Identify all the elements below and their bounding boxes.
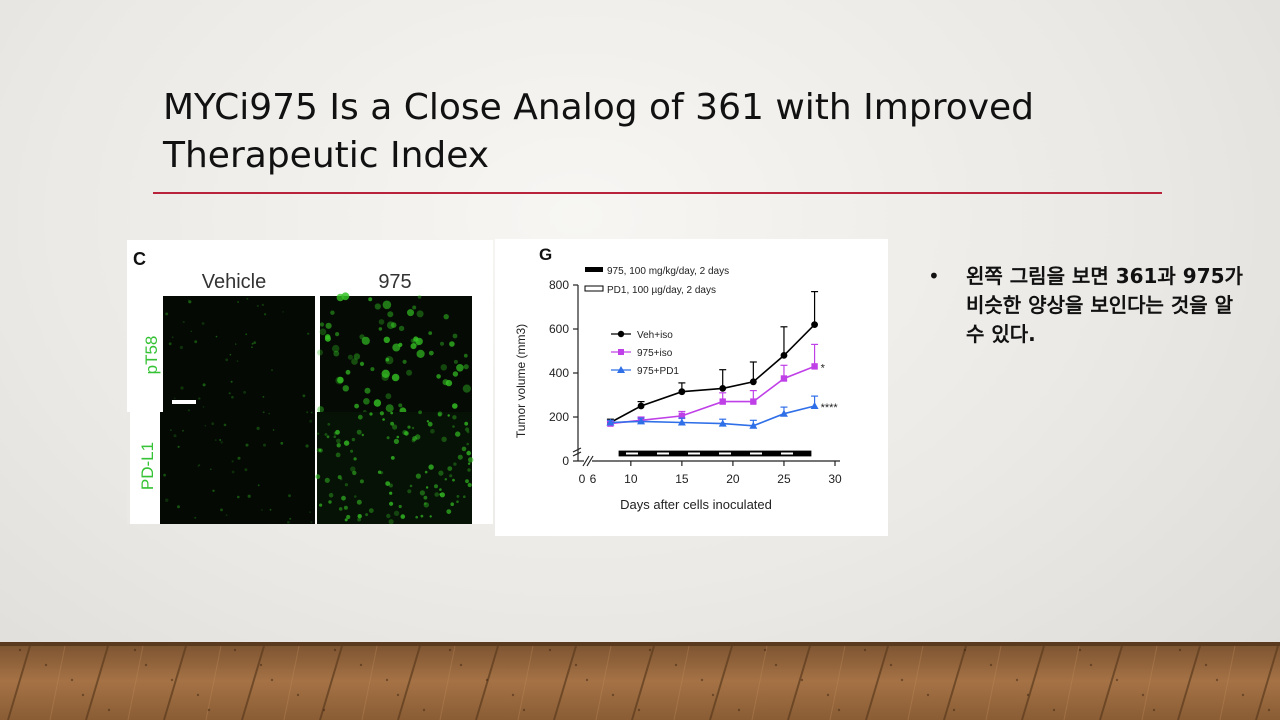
row-label-pt58: pT58 xyxy=(142,336,161,375)
series-975-pd1: **** xyxy=(606,395,839,429)
bullet-text: 왼쪽 그림을 보면 361과 975가 비슷한 양상을 보인다는 것을 알 수 … xyxy=(966,264,1243,346)
y-tick-label: 800 xyxy=(549,278,569,292)
micrograph-vehicle-pt58 xyxy=(163,296,315,412)
bullet-item: • 왼쪽 그림을 보면 361과 975가 비슷한 양상을 보인다는 것을 알 … xyxy=(928,262,1248,349)
legend-label-975-iso: 975+iso xyxy=(637,348,673,359)
title-underline xyxy=(153,192,1162,194)
treatment-bar-975 xyxy=(619,451,811,456)
series-legend: Veh+iso 975+iso 975+PD1 xyxy=(611,330,679,377)
treatment-bar-pd1 xyxy=(618,450,812,457)
column-label-vehicle: Vehicle xyxy=(202,271,267,293)
wood-floor-decoration xyxy=(0,642,1280,720)
bullet-dot-icon: • xyxy=(928,264,940,288)
significance-marker: * xyxy=(821,362,826,374)
column-label-975: 975 xyxy=(378,271,411,293)
tumor-volume-chart: G 975, 100 mg/kg/day, 2 days PD1, 100 µg… xyxy=(514,245,842,512)
treatment-legend-975: 975, 100 mg/kg/day, 2 days xyxy=(607,266,729,277)
data-point xyxy=(637,402,645,410)
slide-title: MYCi975 Is a Close Analog of 361 with Im… xyxy=(163,87,1035,176)
data-point xyxy=(811,363,818,370)
panel-g-label: G xyxy=(539,245,552,264)
micrograph-975-pt58 xyxy=(317,292,472,415)
y-tick-label: 0 xyxy=(562,454,569,468)
x-axis-label: Days after cells inoculated xyxy=(620,497,772,512)
axis-break-marks xyxy=(572,447,594,467)
x-tick-label: 20 xyxy=(726,472,740,486)
panel-c-label: C xyxy=(133,249,146,269)
data-point xyxy=(606,418,615,426)
x-tick-label: 6 xyxy=(590,472,597,486)
data-point xyxy=(719,385,727,392)
treatment-bar-pd1-swatch xyxy=(584,285,604,292)
data-point xyxy=(779,409,788,417)
legend-marker-975-pd1 xyxy=(617,366,625,373)
x-tick-label: 30 xyxy=(828,472,842,486)
y-axis-label: Tumor volume (mm3) xyxy=(514,324,528,438)
micrograph-figure: C Vehicle 975 pT58 PD-L1 xyxy=(127,249,474,525)
legend-label-975-pd1: 975+PD1 xyxy=(637,366,679,377)
panel-c-notch xyxy=(127,412,130,524)
significance-marker: **** xyxy=(821,402,839,414)
y-tick-label: 200 xyxy=(549,410,569,424)
figure-panel-c: C Vehicle 975 pT58 PD-L1 xyxy=(127,240,493,525)
data-point xyxy=(780,375,788,382)
treatment-legend-pd1: PD1, 100 µg/day, 2 days xyxy=(607,285,716,296)
data-point xyxy=(677,418,686,426)
micrograph-vehicle-pd-l1 xyxy=(160,411,315,524)
figure-panel-g: G 975, 100 mg/kg/day, 2 days PD1, 100 µg… xyxy=(495,239,888,536)
bullet-list: • 왼쪽 그림을 보면 361과 975가 비슷한 양상을 보인다는 것을 알 … xyxy=(928,262,1248,349)
data-point xyxy=(718,419,727,427)
data-point xyxy=(749,378,757,386)
scale-bar xyxy=(172,400,196,404)
micrograph-975-pd-l1 xyxy=(315,410,474,525)
x-tick-label: 15 xyxy=(675,472,689,486)
x-tick-label: 25 xyxy=(777,472,791,486)
data-point xyxy=(678,412,686,420)
legend-marker-975-iso xyxy=(618,349,624,355)
data-point xyxy=(810,402,819,409)
legend-marker-veh-iso xyxy=(617,330,625,338)
data-point xyxy=(678,388,686,396)
y-tick-label: 400 xyxy=(549,366,569,380)
y-tick-label: 600 xyxy=(549,322,569,336)
data-point xyxy=(750,398,757,405)
data-point xyxy=(780,352,788,359)
x-tick-label: 10 xyxy=(624,472,638,486)
treatment-legend: 975, 100 mg/kg/day, 2 days PD1, 100 µg/d… xyxy=(584,266,729,296)
data-point xyxy=(811,321,818,328)
data-point xyxy=(749,421,758,429)
x-tick-label: 0 xyxy=(579,472,586,486)
data-point xyxy=(637,417,646,425)
treatment-bar-975-swatch xyxy=(585,267,603,272)
legend-label-veh-iso: Veh+iso xyxy=(637,330,673,341)
data-point xyxy=(719,398,726,405)
row-label-pd-l1: PD-L1 xyxy=(138,442,157,490)
